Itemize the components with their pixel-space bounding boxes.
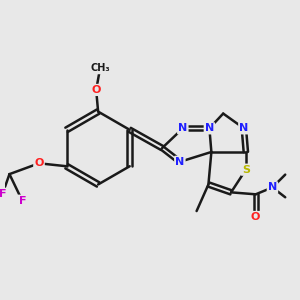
Text: N: N [175, 157, 184, 167]
Text: S: S [242, 165, 250, 175]
Text: F: F [0, 189, 6, 199]
Text: N: N [205, 123, 214, 133]
Text: O: O [251, 212, 260, 222]
Text: N: N [178, 123, 188, 133]
Text: N: N [239, 123, 248, 133]
Text: N: N [268, 182, 277, 192]
Text: F: F [19, 196, 26, 206]
Text: CH₃: CH₃ [90, 63, 110, 73]
Text: O: O [92, 85, 101, 95]
Text: O: O [34, 158, 44, 168]
